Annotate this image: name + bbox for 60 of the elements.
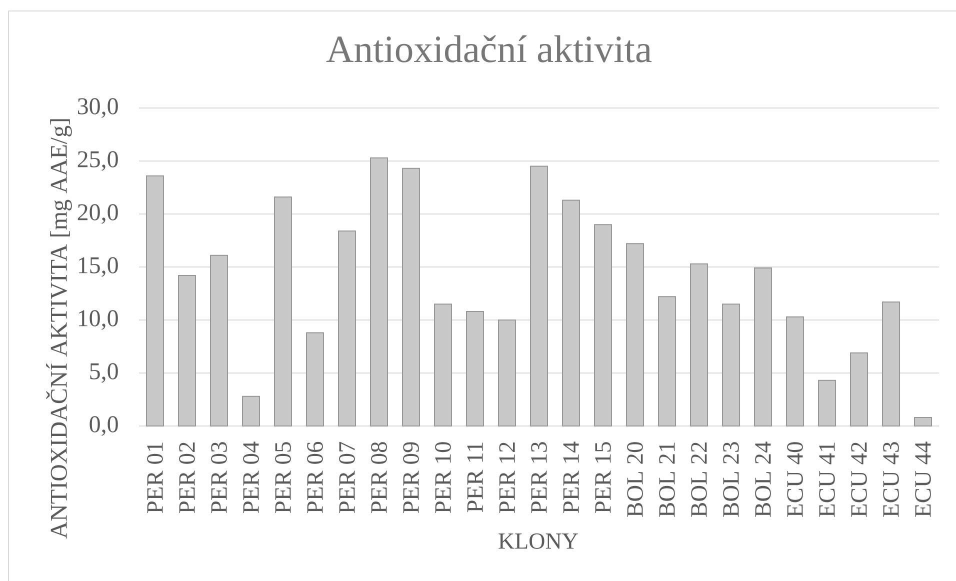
bar [818, 380, 836, 426]
bar [498, 320, 516, 426]
bar [530, 166, 548, 426]
x-tick-label: PER 02 [179, 442, 195, 513]
bar [594, 224, 612, 426]
x-tick-label: PER 14 [563, 442, 579, 513]
bar [210, 254, 228, 426]
x-tick-label: PER 11 [467, 442, 483, 512]
x-tick-label: PER 06 [307, 442, 323, 513]
y-tick-label: 0,0 [90, 416, 118, 436]
bar [434, 304, 452, 426]
x-axis-title: KLONY [498, 533, 578, 549]
x-tick-label: PER 01 [147, 442, 163, 513]
bar [850, 352, 868, 426]
bar [754, 268, 772, 426]
y-tick-label: 10,0 [78, 310, 118, 330]
x-tick-label: BOL 21 [659, 442, 675, 517]
bar [882, 301, 900, 426]
bar [690, 263, 708, 426]
x-tick-label: PER 05 [275, 442, 291, 513]
y-tick-label: 20,0 [78, 204, 118, 224]
y-tick-label: 15,0 [78, 257, 118, 277]
bar [914, 417, 932, 426]
x-tick-label: PER 10 [435, 442, 451, 513]
x-tick-label: PER 15 [595, 442, 611, 513]
x-tick-label: PER 13 [531, 442, 547, 513]
bar [722, 304, 740, 426]
chart-title: Antioxidační aktivita [326, 35, 652, 62]
x-tick-label: BOL 22 [691, 442, 707, 517]
x-tick-label: ECU 43 [883, 442, 899, 517]
x-tick-label: BOL 24 [755, 442, 771, 517]
bar [274, 196, 292, 426]
bar [466, 311, 484, 426]
x-tick-label: PER 07 [339, 442, 355, 513]
x-tick-label: ECU 44 [915, 442, 931, 517]
y-tick-label: 5,0 [90, 363, 118, 383]
bar [242, 396, 260, 426]
bar [562, 200, 580, 426]
bar [178, 274, 196, 426]
bar [626, 243, 644, 426]
x-tick-label: PER 03 [211, 442, 227, 513]
y-tick-label: 30,0 [78, 98, 118, 118]
x-tick-label: PER 12 [499, 442, 515, 513]
x-tick-label: PER 09 [403, 442, 419, 513]
bar [402, 168, 420, 426]
bar [786, 316, 804, 426]
bar [658, 296, 676, 426]
y-tick-label: 25,0 [78, 151, 118, 171]
x-tick-label: ECU 40 [787, 442, 803, 517]
x-tick-label: BOL 23 [723, 442, 739, 517]
x-tick-label: ECU 41 [819, 442, 835, 517]
bar [146, 175, 164, 426]
bar [370, 157, 388, 426]
bar [338, 230, 356, 426]
y-axis-title: ANTIOXIDAČNÍ AKTIVITA [mg AAE/g] [46, 119, 72, 538]
bar [306, 332, 324, 426]
x-tick-label: PER 04 [243, 442, 259, 513]
x-tick-label: BOL 20 [627, 442, 643, 517]
x-tick-label: PER 08 [371, 442, 387, 513]
x-tick-label: ECU 42 [851, 442, 867, 517]
